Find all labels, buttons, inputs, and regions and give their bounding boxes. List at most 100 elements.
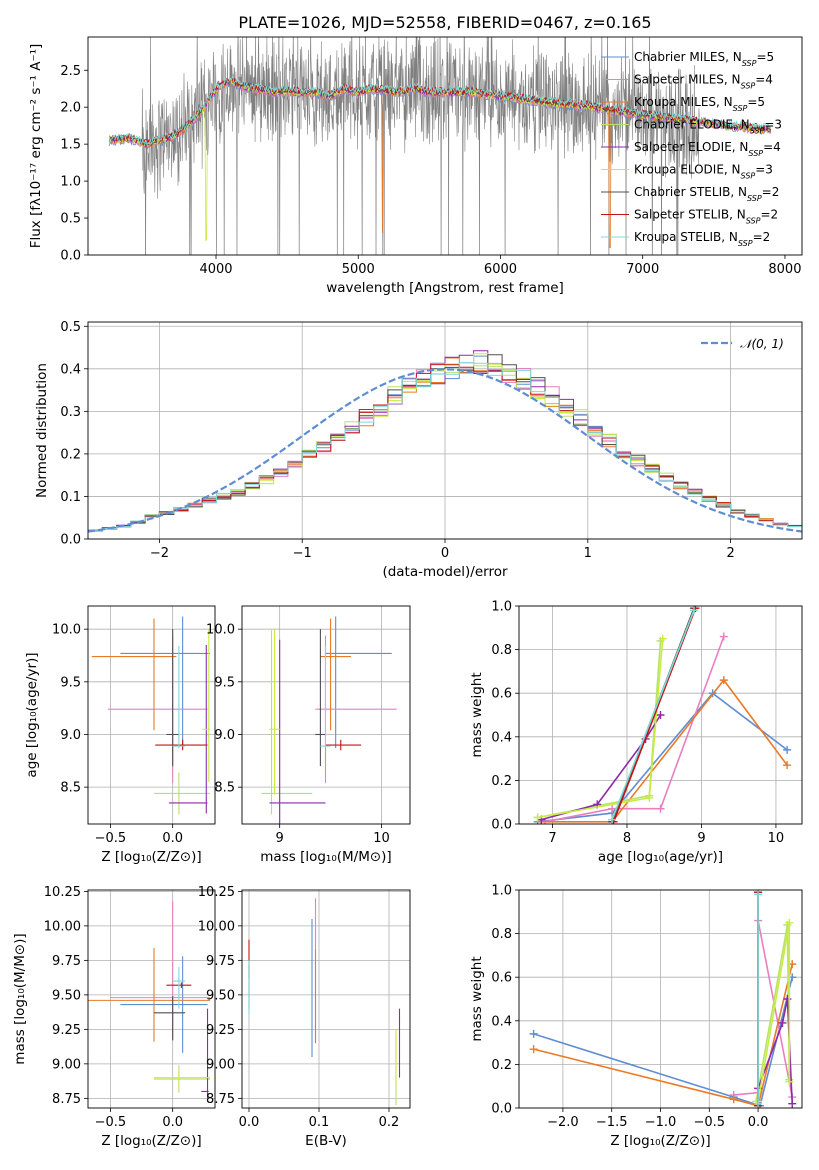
age_vs_Z-frame [87, 605, 216, 825]
gaussian-curve [88, 368, 802, 533]
weight-marker [658, 634, 667, 643]
weight-marker [783, 761, 792, 770]
weight-marker [788, 1099, 797, 1108]
residuals-frame [87, 321, 803, 540]
weight-marker [533, 813, 542, 822]
weight-marker [719, 632, 728, 641]
spectrum-xlabel: wavelength [Angstrom, rest frame] [326, 280, 564, 296]
weight_vs_Z-xtick-label: −1.5 [596, 1115, 628, 1130]
weight_vs_Z-ytick-label: 0.2 [491, 1058, 512, 1073]
age_vs_Z-xtick-label: −0.5 [95, 831, 127, 846]
mass_vs_Z-frame [87, 889, 216, 1109]
residuals-ytick-label: 0.1 [60, 490, 81, 505]
residuals-xtick-label: −1 [293, 546, 312, 561]
age_vs_mass-ytick-label: 8.5 [214, 781, 235, 796]
weight-marker [690, 606, 699, 615]
weight-series-line [611, 610, 695, 820]
spectrum-ytick-label: 2.5 [60, 64, 81, 79]
spectrum-xtick-label: 7000 [626, 262, 659, 277]
spectrum-model-line [108, 76, 771, 145]
mass_vs_Z-ytick-label: 9.00 [52, 1057, 81, 1072]
weight-marker [608, 804, 617, 813]
age_vs_mass-errorbars [261, 616, 397, 824]
age_vs_mass-xtick-label: 10 [373, 831, 390, 846]
weight_vs_Z-xtick-label: 0.0 [748, 1115, 769, 1130]
mass_vs_Z-errorbars [88, 901, 211, 1099]
weight_vs_age-xlabel: age [log₁₀(age/yr)] [598, 849, 723, 865]
mass_vs_EBV-ytick-label: 9.75 [206, 954, 235, 969]
weight-marker [754, 1099, 763, 1108]
age_vs_Z-ytick-label: 10.0 [52, 623, 81, 638]
weight_vs_Z-ylabel: mass weight [469, 956, 485, 1041]
legend-entry: Kroupa MILES, NSSP=5 [634, 95, 765, 113]
residuals-ytick-label: 0.2 [60, 447, 81, 462]
age_vs_mass-xlabel: mass [log₁₀(M/M⊙)] [260, 849, 391, 865]
mass_vs_EBV-ytick-label: 10.25 [198, 885, 235, 900]
weight_vs_Z-xtick-label: −0.5 [694, 1115, 726, 1130]
weight_vs_Z-ytick-label: 1.0 [491, 884, 512, 899]
residuals-xtick-label: 1 [584, 546, 592, 561]
mass_vs_EBV-xtick-label: 0.0 [239, 1115, 260, 1130]
weight_vs_Z-ytick-label: 0.6 [491, 971, 512, 986]
spectrum-data-line [109, 37, 771, 255]
legend-entry: Kroupa ELODIE, NSSP=3 [634, 163, 773, 181]
weight_vs_Z-ytick-label: 0.0 [491, 1102, 512, 1117]
residual-histogram [88, 364, 802, 532]
weight-marker [719, 676, 728, 685]
residuals-xtick-label: 0 [441, 546, 449, 561]
residuals-ytick-label: 0.0 [60, 533, 81, 548]
age_vs_Z-errorbars [91, 616, 211, 815]
mass_vs_EBV-xlabel: E(B-V) [305, 1133, 347, 1149]
weight-marker [608, 815, 617, 824]
figure-title: PLATE=1026, MJD=52558, FIBERID=0467, z=0… [238, 13, 651, 32]
weight_vs_age-ylabel: mass weight [469, 672, 485, 757]
mass_vs_EBV-ytick-label: 9.50 [206, 988, 235, 1003]
residual-histogram [88, 362, 802, 532]
spectrum-lines [108, 37, 772, 255]
weight-marker [783, 745, 792, 754]
spectrum-ytick-label: 2.0 [60, 101, 81, 116]
spectrum-frame [87, 36, 803, 256]
residual-histograms [88, 350, 802, 533]
age_vs_mass-ytick-label: 10.0 [206, 623, 235, 638]
weight-marker [656, 804, 665, 813]
weight_vs_age-ytick-label: 0.0 [491, 818, 512, 833]
weight-marker [785, 918, 794, 927]
residuals-ylabel: Normed distribution [34, 363, 50, 498]
spectrum-xtick-label: 4000 [199, 262, 232, 277]
weight-series-line [612, 607, 697, 823]
weight_vs_Z-xlabel: Z [log₁₀(Z/Z⊙)] [610, 1133, 710, 1149]
mass_vs_Z-xtick-label: −0.5 [95, 1115, 127, 1130]
residuals-xlabel: (data-model)/error [382, 564, 508, 580]
weight-marker [754, 890, 763, 899]
mass_vs_EBV-xtick-label: 0.1 [309, 1115, 330, 1130]
mass_vs_Z-ytick-label: 10.25 [44, 885, 81, 900]
mass_vs_EBV-ytick-label: 8.75 [206, 1092, 235, 1107]
weight-marker [729, 1095, 738, 1104]
age_vs_Z-ytick-label: 9.0 [60, 728, 81, 743]
mass_vs_Z-ylabel: mass [log₁₀(M/M⊙)] [12, 933, 28, 1064]
weight_vs_age-ytick-label: 0.4 [491, 730, 512, 745]
weight-marker [785, 1077, 794, 1086]
mass_vs_EBV-axes: 0.0 0.1 0.2 8.75 9.00 9.25 9.50 9.75 10.00 10.25 E… [198, 885, 410, 1149]
spectrum-legend: Chabrier MILES, NSSP=5 Salpeter MILES, NS… [601, 50, 782, 248]
charts-group: 4000 5000 6000 7000 8000 0.0 0.5 1.0 1.5 2.0 2.5 wa… [12, 36, 803, 1149]
mass_vs_EBV-xtick-label: 0.2 [379, 1115, 400, 1130]
age_vs_mass-ytick-label: 9.5 [214, 675, 235, 690]
gaussian-legend-label: 𝒩(0, 1) [740, 337, 784, 351]
residuals-ytick-label: 0.5 [60, 320, 81, 335]
spectrum-xtick-label: 6000 [484, 262, 517, 277]
legend-entry: Chabrier MILES, NSSP=5 [634, 50, 774, 68]
weight_vs_age-xtick-label: 7 [548, 831, 556, 846]
weight_vs_Z-xtick-label: −1.0 [645, 1115, 677, 1130]
weight_vs_age-frame [518, 605, 803, 825]
weight_vs_age-ytick-label: 1.0 [491, 600, 512, 615]
age_vs_Z-xlabel: Z [log₁₀(Z/Z⊙)] [101, 849, 201, 865]
weight-series-line [537, 692, 788, 823]
weight-series-line [533, 977, 793, 1107]
mass_vs_Z-ytick-label: 9.50 [52, 988, 81, 1003]
weight-marker [529, 1045, 538, 1054]
weight_vs_age-xtick-label: 10 [768, 831, 785, 846]
residuals-ytick-label: 0.4 [60, 362, 81, 377]
